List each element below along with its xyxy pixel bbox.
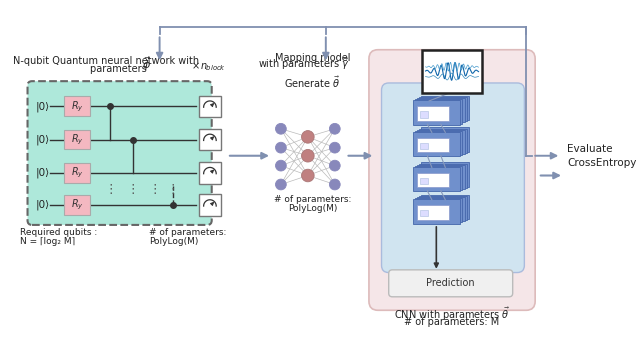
Circle shape [330, 160, 340, 171]
FancyBboxPatch shape [388, 270, 513, 297]
Text: parameters: parameters [90, 64, 149, 74]
Text: # of parameters:: # of parameters: [274, 195, 351, 204]
FancyBboxPatch shape [417, 165, 465, 189]
FancyBboxPatch shape [65, 195, 90, 215]
FancyBboxPatch shape [417, 106, 449, 121]
Text: N-qubit Quantum neural network with: N-qubit Quantum neural network with [13, 56, 199, 66]
Text: # of parameters:: # of parameters: [149, 228, 226, 237]
Text: $\times\,n_{\!block}$: $\times\,n_{\!block}$ [191, 60, 226, 73]
Circle shape [275, 160, 286, 171]
FancyBboxPatch shape [422, 96, 469, 120]
FancyBboxPatch shape [65, 163, 90, 183]
Circle shape [330, 123, 340, 134]
Circle shape [301, 131, 314, 143]
FancyBboxPatch shape [413, 199, 460, 224]
FancyBboxPatch shape [417, 197, 465, 221]
Circle shape [275, 123, 286, 134]
FancyBboxPatch shape [420, 178, 428, 184]
Text: |0⟩: |0⟩ [36, 101, 50, 112]
FancyBboxPatch shape [417, 98, 465, 122]
Text: $R_y$: $R_y$ [70, 166, 83, 180]
FancyBboxPatch shape [417, 130, 465, 154]
FancyBboxPatch shape [419, 129, 467, 153]
FancyBboxPatch shape [415, 131, 462, 155]
FancyBboxPatch shape [199, 162, 221, 184]
Text: |0⟩: |0⟩ [36, 134, 50, 145]
Text: |0⟩: |0⟩ [36, 200, 50, 210]
Circle shape [330, 142, 340, 153]
FancyBboxPatch shape [422, 195, 469, 219]
FancyBboxPatch shape [65, 130, 90, 149]
FancyBboxPatch shape [417, 138, 449, 152]
FancyBboxPatch shape [28, 81, 212, 225]
FancyBboxPatch shape [413, 100, 460, 125]
FancyBboxPatch shape [65, 96, 90, 116]
FancyBboxPatch shape [369, 50, 535, 310]
FancyBboxPatch shape [420, 143, 428, 149]
Text: # of parameters: M: # of parameters: M [404, 316, 500, 327]
FancyBboxPatch shape [199, 95, 221, 117]
FancyBboxPatch shape [422, 127, 469, 152]
FancyBboxPatch shape [422, 50, 482, 93]
FancyBboxPatch shape [417, 205, 449, 220]
Text: PolyLog(M): PolyLog(M) [287, 204, 337, 213]
FancyBboxPatch shape [415, 166, 462, 190]
FancyBboxPatch shape [419, 196, 467, 220]
Circle shape [275, 179, 286, 190]
FancyBboxPatch shape [413, 132, 460, 156]
Text: ⋮: ⋮ [149, 183, 161, 197]
FancyBboxPatch shape [420, 111, 428, 118]
FancyBboxPatch shape [415, 198, 462, 222]
Circle shape [275, 142, 286, 153]
Circle shape [301, 169, 314, 182]
FancyBboxPatch shape [419, 163, 467, 188]
Text: |0⟩: |0⟩ [36, 167, 50, 178]
Circle shape [301, 149, 314, 162]
Text: PolyLog(M): PolyLog(M) [149, 237, 198, 246]
FancyBboxPatch shape [422, 162, 469, 187]
Text: with parameters $\vec{\gamma}$: with parameters $\vec{\gamma}$ [257, 57, 349, 72]
Text: CNN with parameters $\vec{\theta}$: CNN with parameters $\vec{\theta}$ [394, 306, 510, 323]
FancyBboxPatch shape [419, 97, 467, 121]
Text: Mapping model: Mapping model [275, 53, 350, 63]
Text: $R_y$: $R_y$ [70, 132, 83, 147]
FancyBboxPatch shape [415, 99, 462, 123]
FancyBboxPatch shape [413, 167, 460, 191]
Circle shape [330, 179, 340, 190]
Text: ⋮: ⋮ [126, 183, 139, 197]
Text: Required qubits :: Required qubits : [20, 228, 97, 237]
FancyBboxPatch shape [381, 83, 524, 273]
FancyBboxPatch shape [420, 210, 428, 216]
Text: $R_y$: $R_y$ [70, 99, 83, 113]
Text: Prediction: Prediction [426, 278, 475, 288]
FancyBboxPatch shape [417, 173, 449, 187]
Text: ⋮: ⋮ [104, 183, 116, 197]
FancyBboxPatch shape [199, 194, 221, 216]
Text: $R_y$: $R_y$ [70, 198, 83, 212]
Text: Generate $\vec{\theta}$: Generate $\vec{\theta}$ [284, 75, 340, 90]
Text: $\vec{\phi}$: $\vec{\phi}$ [141, 55, 150, 73]
Text: ⋮: ⋮ [167, 183, 179, 197]
FancyBboxPatch shape [199, 129, 221, 150]
Text: N = ⌈log₂ M⌉: N = ⌈log₂ M⌉ [20, 237, 76, 246]
Text: Evaluate
CrossEntropy: Evaluate CrossEntropy [568, 144, 637, 168]
